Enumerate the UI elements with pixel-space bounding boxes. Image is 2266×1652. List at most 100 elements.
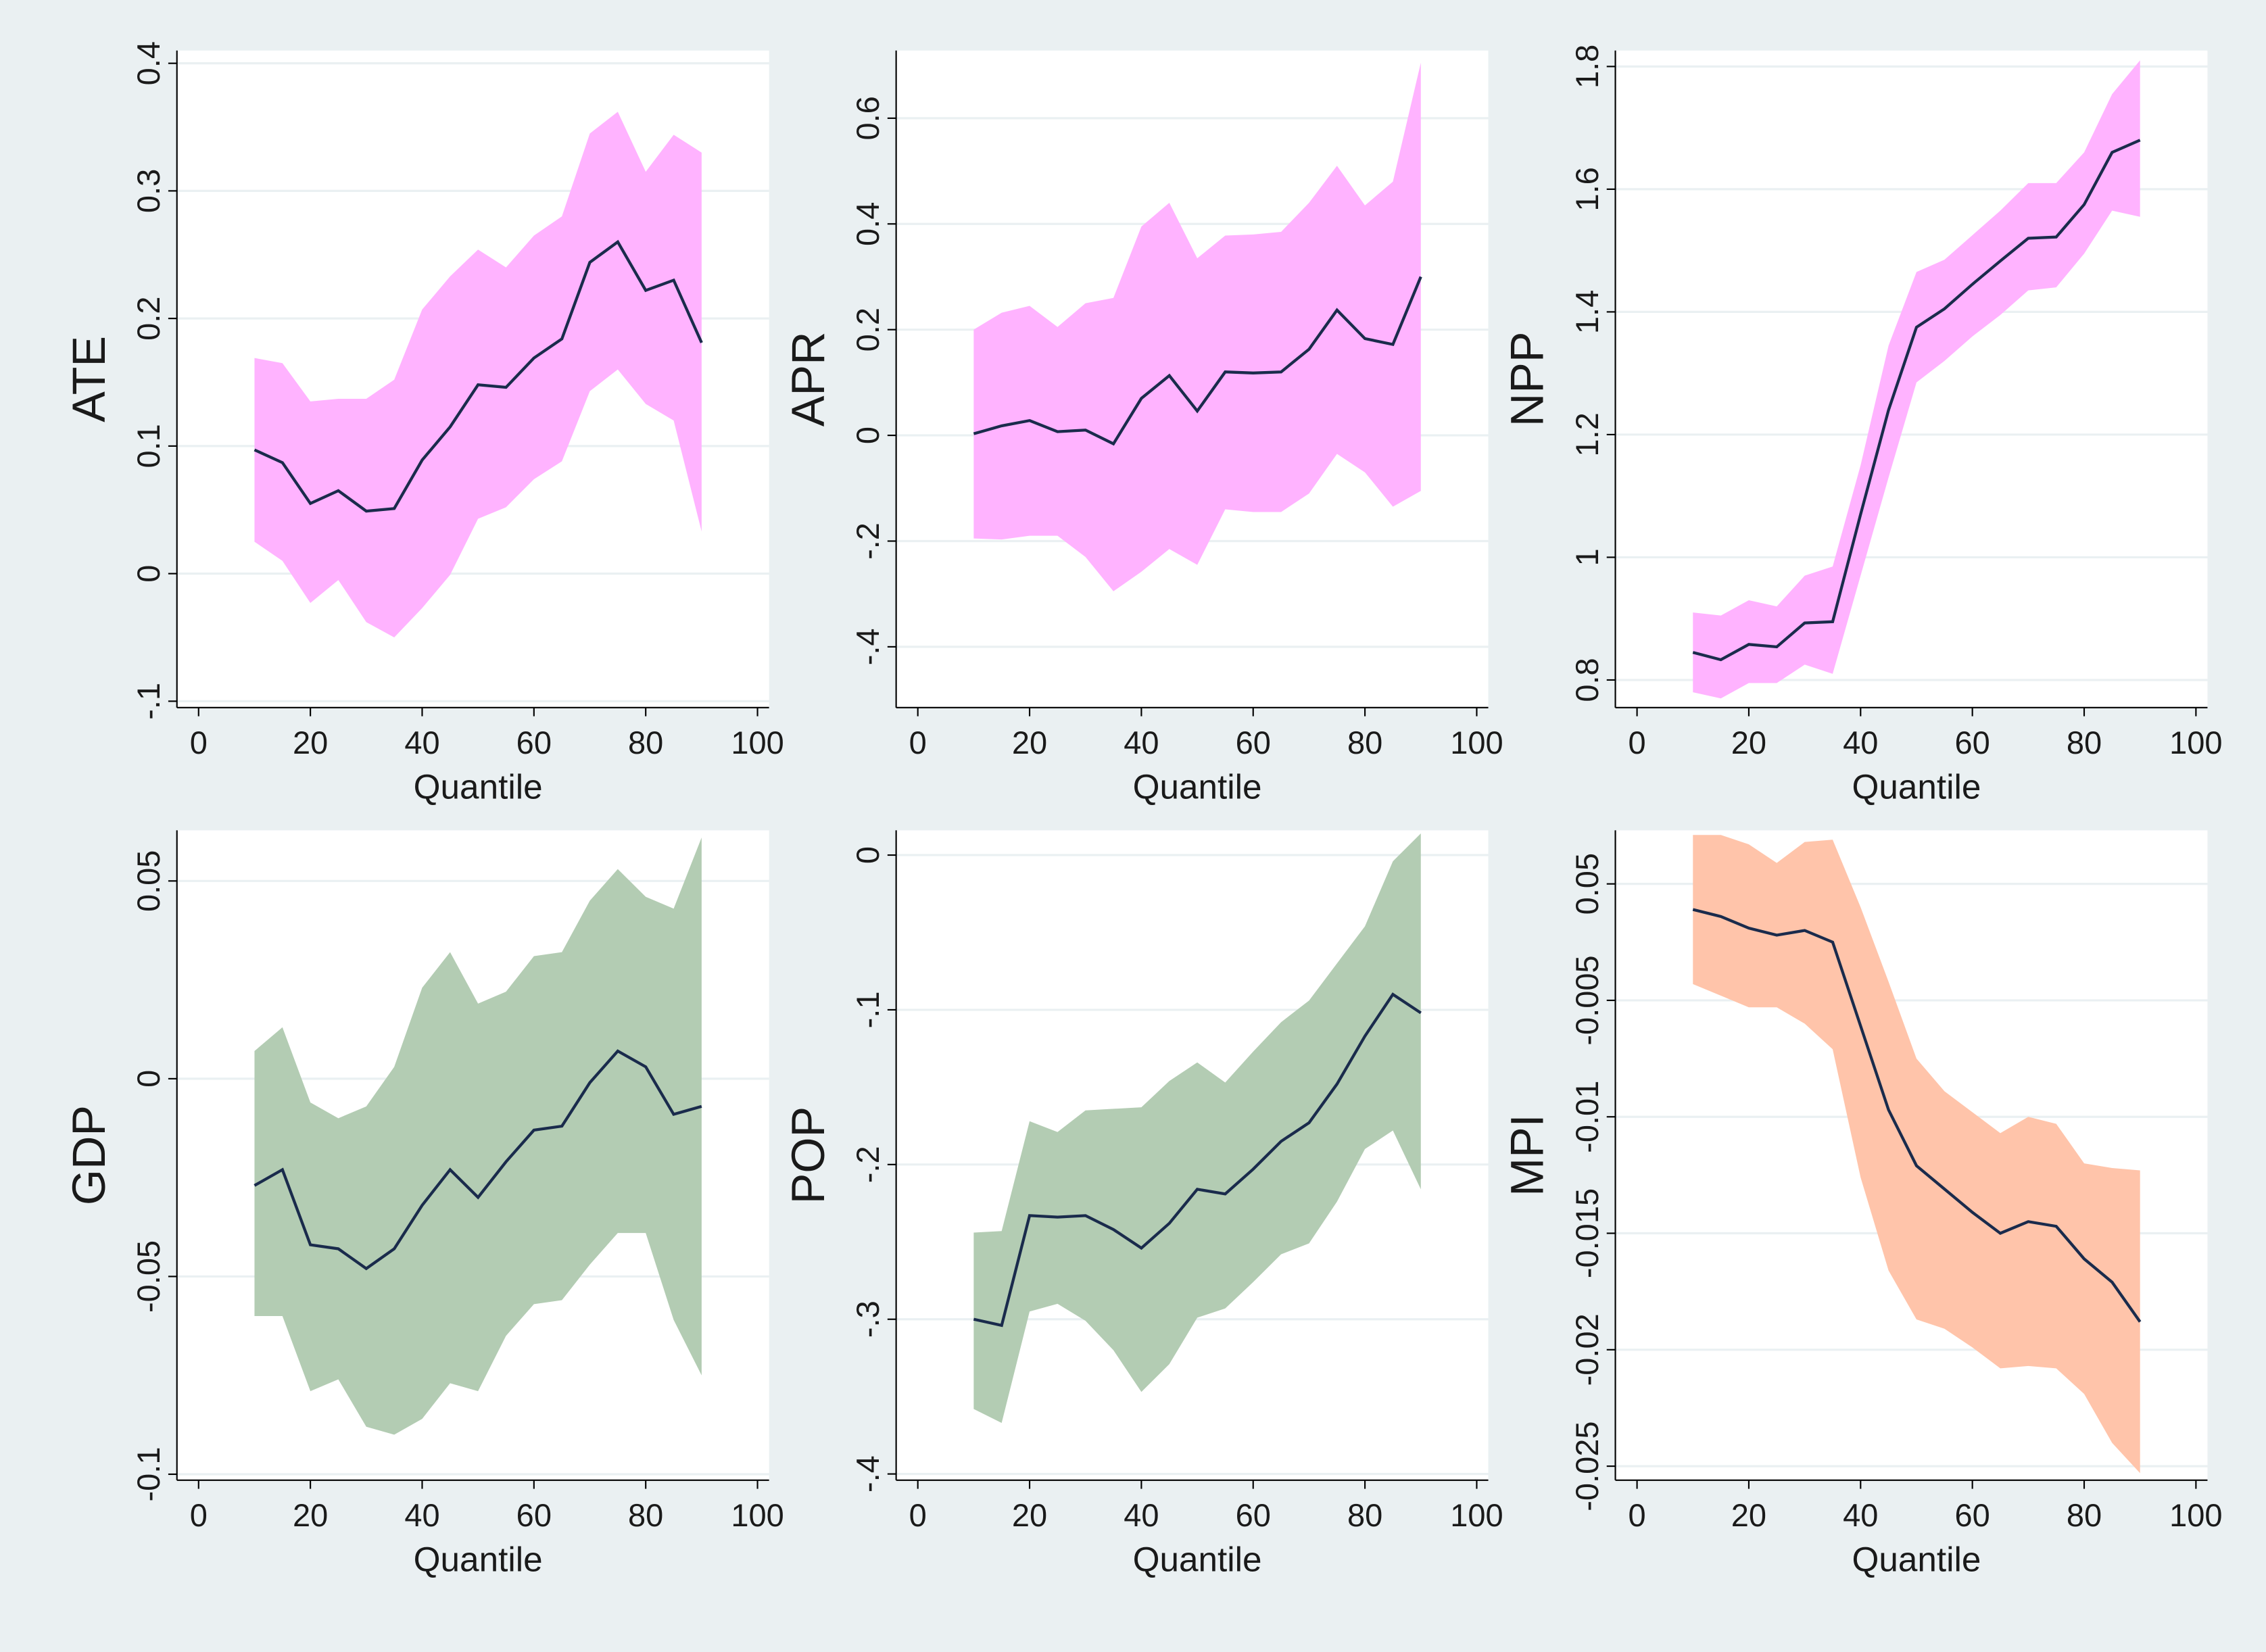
panel: -.4 -.2 0 0.2 0.4 0.6 0 20 40 60 80 100 Quantile APR — [783, 50, 1503, 806]
estimate-line — [973, 276, 1422, 446]
x-tick-label: 100 — [731, 1497, 784, 1533]
y-tick-label: 0 — [850, 427, 886, 444]
y-tick-label: -0.025 — [1569, 1421, 1605, 1511]
x-tick-label: 100 — [2169, 725, 2222, 760]
panel: -0.025 -0.02 -0.015 -0.01 -0.005 0.05 0 20 40 60 8… — [1502, 830, 2223, 1578]
x-tick-label: 100 — [2169, 1497, 2222, 1533]
x-axis-title: Quantile — [1133, 1540, 1262, 1578]
confidence-band — [1693, 60, 2140, 699]
estimate-line — [254, 1049, 702, 1271]
y-tick-label: -0.005 — [1569, 955, 1605, 1045]
x-tick-label: 40 — [1124, 1497, 1159, 1533]
y-tick-label: 0.1 — [130, 424, 166, 468]
x-tick-label: 20 — [1731, 1497, 1766, 1533]
y-tick-label: 0.6 — [850, 96, 886, 140]
x-tick-label: 40 — [404, 725, 439, 760]
x-tick-label: 0 — [190, 1497, 208, 1533]
panel: -0.1 -0.05 0 0.05 0 20 40 60 80 100 Quantile GDP — [64, 830, 784, 1578]
panel: -.1 0 0.1 0.2 0.3 0.4 0 20 40 60 80 100 Quantile ATE — [64, 41, 784, 806]
x-tick-label: 40 — [1124, 725, 1159, 760]
x-tick-label: 40 — [404, 1497, 439, 1533]
x-tick-label: 60 — [1236, 725, 1271, 760]
y-tick-label: 1.2 — [1569, 412, 1605, 456]
x-tick-label: 20 — [293, 1497, 328, 1533]
y-tick-label: 0 — [130, 565, 166, 583]
y-tick-label: -.1 — [130, 683, 166, 720]
y-tick-label: 0.3 — [130, 169, 166, 213]
y-tick-label: 1.8 — [1569, 45, 1605, 89]
x-axis-title: Quantile — [1852, 767, 1981, 806]
x-tick-label: 20 — [1731, 725, 1766, 760]
x-tick-label: 60 — [1955, 725, 1990, 760]
x-tick-label: 0 — [909, 725, 927, 760]
x-tick-label: 80 — [628, 725, 663, 760]
estimate-line — [1692, 908, 2142, 1323]
y-axis-title: POP — [783, 1107, 834, 1204]
x-axis-title: Quantile — [414, 1540, 543, 1578]
y-tick-label: -.2 — [850, 1146, 886, 1183]
y-tick-label: -0.02 — [1569, 1313, 1605, 1386]
panel: -.4 -.3 -.2 -.1 0 0 20 40 60 80 100 Quantile POP — [783, 830, 1503, 1578]
x-tick-label: 40 — [1843, 725, 1878, 760]
y-tick-label: 0.05 — [1569, 853, 1605, 915]
y-tick-label: -.1 — [850, 991, 886, 1028]
x-tick-label: 60 — [516, 725, 552, 760]
y-tick-label: -.3 — [850, 1301, 886, 1338]
x-axis-title: Quantile — [1133, 767, 1262, 806]
x-tick-label: 0 — [909, 1497, 927, 1533]
x-tick-label: 0 — [1629, 725, 1646, 760]
x-axis-title: Quantile — [1852, 1540, 1981, 1578]
x-tick-label: 60 — [1236, 1497, 1271, 1533]
y-tick-label: -.2 — [850, 523, 886, 560]
y-axis-title: NPP — [1502, 332, 1553, 427]
x-tick-label: 40 — [1843, 1497, 1878, 1533]
y-tick-label: -0.015 — [1569, 1188, 1605, 1278]
y-axis-title: MPI — [1502, 1114, 1553, 1196]
y-tick-label: 0.8 — [1569, 658, 1605, 702]
y-tick-label: 0 — [850, 846, 886, 864]
confidence-band — [1693, 835, 2140, 1474]
x-tick-label: 80 — [1347, 1497, 1382, 1533]
y-tick-label: 1.6 — [1569, 167, 1605, 211]
x-axis-title: Quantile — [414, 767, 543, 806]
x-tick-label: 60 — [516, 1497, 552, 1533]
y-axis-title: ATE — [64, 336, 115, 422]
x-tick-label: 0 — [190, 725, 208, 760]
estimate-line — [1692, 139, 2141, 662]
estimate-line — [254, 239, 703, 513]
y-axis-title: APR — [783, 332, 834, 427]
x-tick-label: 80 — [1347, 725, 1382, 760]
estimate-line — [973, 992, 1422, 1328]
x-tick-label: 20 — [1012, 725, 1047, 760]
x-tick-label: 100 — [731, 725, 784, 760]
x-tick-label: 100 — [1450, 1497, 1503, 1533]
panel: 0.8 1 1.2 1.4 1.6 1.8 0 20 40 60 80 100 Quantile NPP — [1502, 45, 2223, 806]
y-tick-label: -.4 — [850, 628, 886, 665]
confidence-band — [254, 837, 702, 1435]
y-tick-label: 0.2 — [850, 308, 886, 351]
y-tick-label: -.4 — [850, 1455, 886, 1492]
x-tick-label: 80 — [2067, 1497, 2102, 1533]
confidence-band — [973, 833, 1421, 1424]
y-tick-label: -0.01 — [1569, 1081, 1605, 1153]
y-tick-label: 1.4 — [1569, 290, 1605, 334]
y-tick-label: -0.05 — [130, 1240, 166, 1313]
y-tick-label: 0.2 — [130, 296, 166, 340]
x-tick-label: 0 — [1629, 1497, 1646, 1533]
y-tick-label: 0 — [130, 1070, 166, 1088]
x-tick-label: 80 — [628, 1497, 663, 1533]
y-axis-title: GDP — [64, 1105, 115, 1205]
x-tick-label: 80 — [2067, 725, 2102, 760]
y-tick-label: 0.4 — [850, 202, 886, 246]
confidence-band — [973, 62, 1421, 591]
y-tick-label: -0.1 — [130, 1447, 166, 1501]
confidence-band — [254, 112, 702, 638]
x-tick-label: 20 — [293, 725, 328, 760]
x-tick-label: 100 — [1450, 725, 1503, 760]
y-tick-label: 0.05 — [130, 850, 166, 912]
x-tick-label: 20 — [1012, 1497, 1047, 1533]
x-tick-label: 60 — [1955, 1497, 1990, 1533]
y-tick-label: 0.4 — [130, 41, 166, 85]
y-tick-label: 1 — [1569, 548, 1605, 566]
